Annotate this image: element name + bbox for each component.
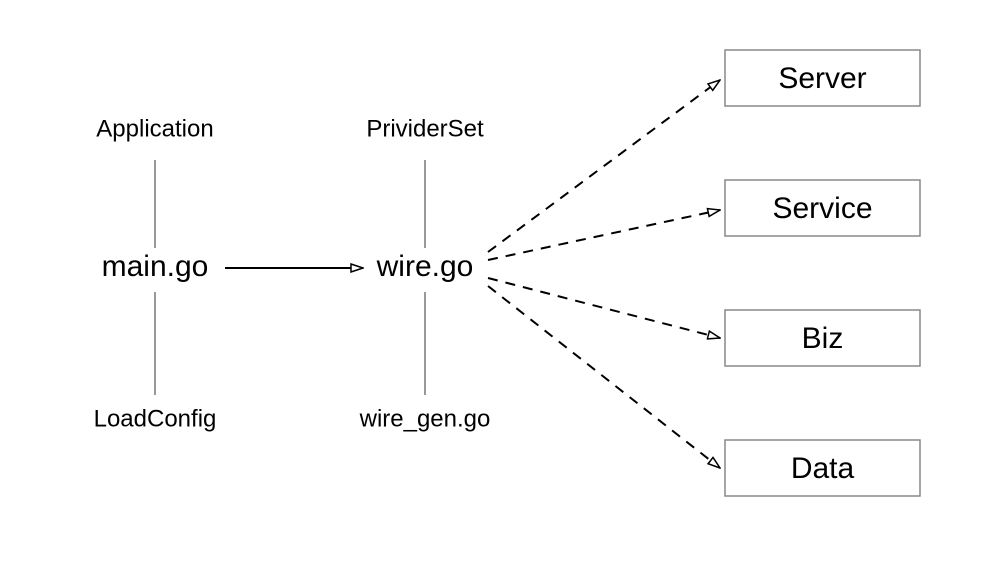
box-server: Server xyxy=(725,50,920,106)
box-server-label: Server xyxy=(778,62,866,95)
label-wiregen: wire_gen.go xyxy=(359,405,491,432)
node-wire: wire.go xyxy=(376,250,474,283)
label-loadconfig: LoadConfig xyxy=(94,405,217,432)
box-service: Service xyxy=(725,180,920,236)
box-biz-label: Biz xyxy=(802,322,844,355)
edge-wire-to-server xyxy=(488,80,720,252)
edge-wire-to-data xyxy=(488,286,720,468)
box-service-label: Service xyxy=(772,192,872,225)
node-main: main.go xyxy=(102,250,209,283)
label-providerset: PrividerSet xyxy=(366,115,484,142)
architecture-diagram: Server Service Biz Data main.go wire.go … xyxy=(0,0,998,562)
box-data-label: Data xyxy=(791,452,855,485)
box-data: Data xyxy=(725,440,920,496)
edge-wire-to-service xyxy=(488,210,720,260)
edge-wire-to-biz xyxy=(488,278,720,338)
box-biz: Biz xyxy=(725,310,920,366)
label-application: Application xyxy=(96,115,213,142)
